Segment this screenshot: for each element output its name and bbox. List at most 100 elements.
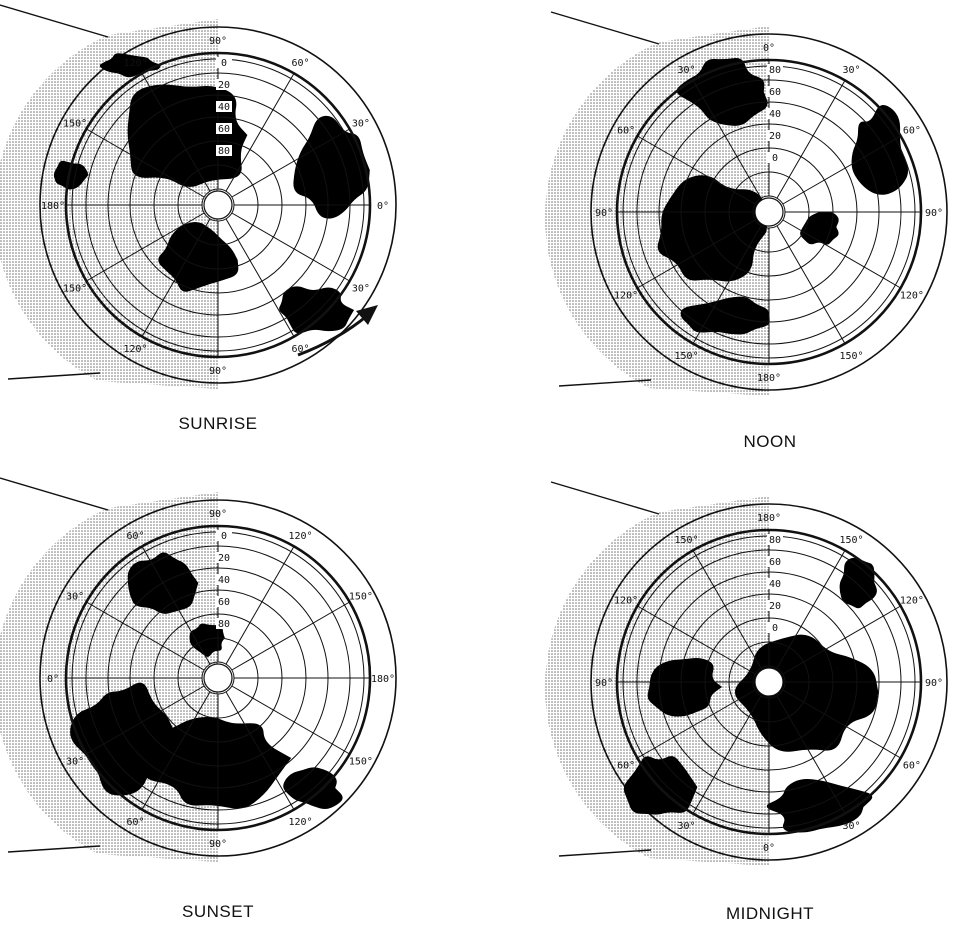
pole-hub xyxy=(203,663,233,693)
tangent-line-bottom xyxy=(7,372,101,380)
latitude-label: 20 xyxy=(769,601,781,612)
longitude-label: 150° xyxy=(349,592,373,603)
longitude-label: 30° xyxy=(352,119,370,130)
meridian-line xyxy=(231,128,350,198)
longitude-label: 120° xyxy=(123,58,147,69)
longitude-label: 150° xyxy=(839,351,863,362)
latitude-label: 80 xyxy=(218,146,230,157)
meridian-line xyxy=(637,219,756,289)
meridian-line xyxy=(141,691,211,810)
landmass xyxy=(189,623,225,657)
latitude-label: 0 xyxy=(221,531,227,542)
longitude-label: 150° xyxy=(674,535,698,546)
longitude-label: 180° xyxy=(371,674,395,685)
meridian-line xyxy=(782,135,901,205)
caption-midnight: MIDNIGHT xyxy=(725,904,815,923)
longitude-label: 30° xyxy=(66,757,84,768)
tangent-line-bottom xyxy=(558,849,652,857)
longitude-label: 120° xyxy=(900,596,924,607)
meridian-line xyxy=(782,219,901,289)
longitude-label: 90° xyxy=(925,678,943,689)
meridian-line xyxy=(782,605,901,675)
meridian-line xyxy=(225,73,295,192)
latitude-label: 80 xyxy=(769,535,781,546)
latitude-label: 0 xyxy=(772,623,778,634)
latitude-label: 60 xyxy=(218,124,230,135)
longitude-label: 30° xyxy=(677,821,695,832)
caption-sunrise: SUNRISE xyxy=(178,414,258,433)
meridian-line xyxy=(141,218,211,337)
landmass xyxy=(293,115,370,219)
longitude-label: 120° xyxy=(900,291,924,302)
meridian-line xyxy=(225,546,295,665)
longitude-label: 60° xyxy=(903,126,921,137)
latitude-label: 0 xyxy=(221,58,227,69)
landmass xyxy=(680,296,770,335)
longitude-label: 120° xyxy=(123,344,147,355)
tangent-line-top xyxy=(0,477,109,511)
longitude-label: 30° xyxy=(677,65,695,76)
longitude-label: 30° xyxy=(842,65,860,76)
landmass xyxy=(839,557,877,609)
longitude-label: 30° xyxy=(842,821,860,832)
longitude-label: 90° xyxy=(209,36,227,47)
meridian-line xyxy=(776,550,846,669)
longitude-label: 90° xyxy=(925,208,943,219)
pole-hub xyxy=(754,667,784,697)
meridian-line xyxy=(776,80,846,199)
longitude-label: 90° xyxy=(209,839,227,850)
meridian-line xyxy=(637,135,756,205)
landmass xyxy=(53,160,89,190)
latitude-label: 60 xyxy=(218,597,230,608)
meridian-line xyxy=(231,212,350,282)
outer-limb-circle xyxy=(590,33,948,391)
meridian-line xyxy=(225,218,295,337)
latitude-label: 40 xyxy=(218,102,230,113)
meridian-line xyxy=(637,605,756,675)
longitude-label: 150° xyxy=(349,757,373,768)
pole-hub xyxy=(754,197,784,227)
tangent-line-bottom xyxy=(558,379,652,387)
longitude-label: 90° xyxy=(595,678,613,689)
longitude-label: 150° xyxy=(839,535,863,546)
longitude-label: 60° xyxy=(291,58,309,69)
longitude-label: 60° xyxy=(617,126,635,137)
longitude-label: 90° xyxy=(209,509,227,520)
caption-sunset: SUNSET xyxy=(182,902,254,921)
landmass xyxy=(623,756,698,815)
pole-hub xyxy=(203,190,233,220)
longitude-label: 120° xyxy=(288,531,312,542)
latitude-label: 40 xyxy=(218,575,230,586)
longitude-label: 60° xyxy=(291,344,309,355)
longitude-label: 60° xyxy=(903,761,921,772)
meridian-line xyxy=(637,689,756,759)
longitude-label: 60° xyxy=(617,761,635,772)
panel-sunset: 90° 120° 150° 180° 150° 120° 90° 60° 30° 0° 30° 60°… xyxy=(0,470,479,930)
panel-noon: 0° 30° 60° 90° 120° 150° 180° 150° 120° 90° 60° 30°… xyxy=(479,0,958,465)
panel-midnight: 180° 150° 120° 90° 60° 30° 0° 30° 60° 90° 120° 150°… xyxy=(479,470,958,930)
arrow-head-icon xyxy=(356,305,378,325)
longitude-label: 180° xyxy=(757,373,781,384)
outer-limb-circle xyxy=(39,499,397,857)
meridian-line xyxy=(231,685,350,755)
meridian-line xyxy=(225,691,295,810)
longitude-label: 180° xyxy=(757,513,781,524)
latitude-label: 20 xyxy=(769,131,781,142)
landmass xyxy=(800,211,839,245)
meridian-line xyxy=(86,212,205,282)
longitude-label: 30° xyxy=(352,284,370,295)
night-side-shading xyxy=(0,19,218,389)
latitude-label: 20 xyxy=(218,80,230,91)
outer-limb-circle xyxy=(39,26,397,384)
longitude-label: 60° xyxy=(126,531,144,542)
landmass xyxy=(283,767,343,809)
longitude-label: 180° xyxy=(41,201,65,212)
longitude-label: 120° xyxy=(288,817,312,828)
longitude-label: 0° xyxy=(377,201,389,212)
meridian-line xyxy=(141,73,211,192)
longitude-label: 150° xyxy=(63,284,87,295)
meridian-line xyxy=(692,695,762,814)
tangent-line-bottom xyxy=(7,845,101,853)
longitude-label: 90° xyxy=(595,208,613,219)
polar-diagram-midnight: 180° 150° 120° 90° 60° 30° 0° 30° 60° 90° 120° 150°… xyxy=(545,481,948,866)
